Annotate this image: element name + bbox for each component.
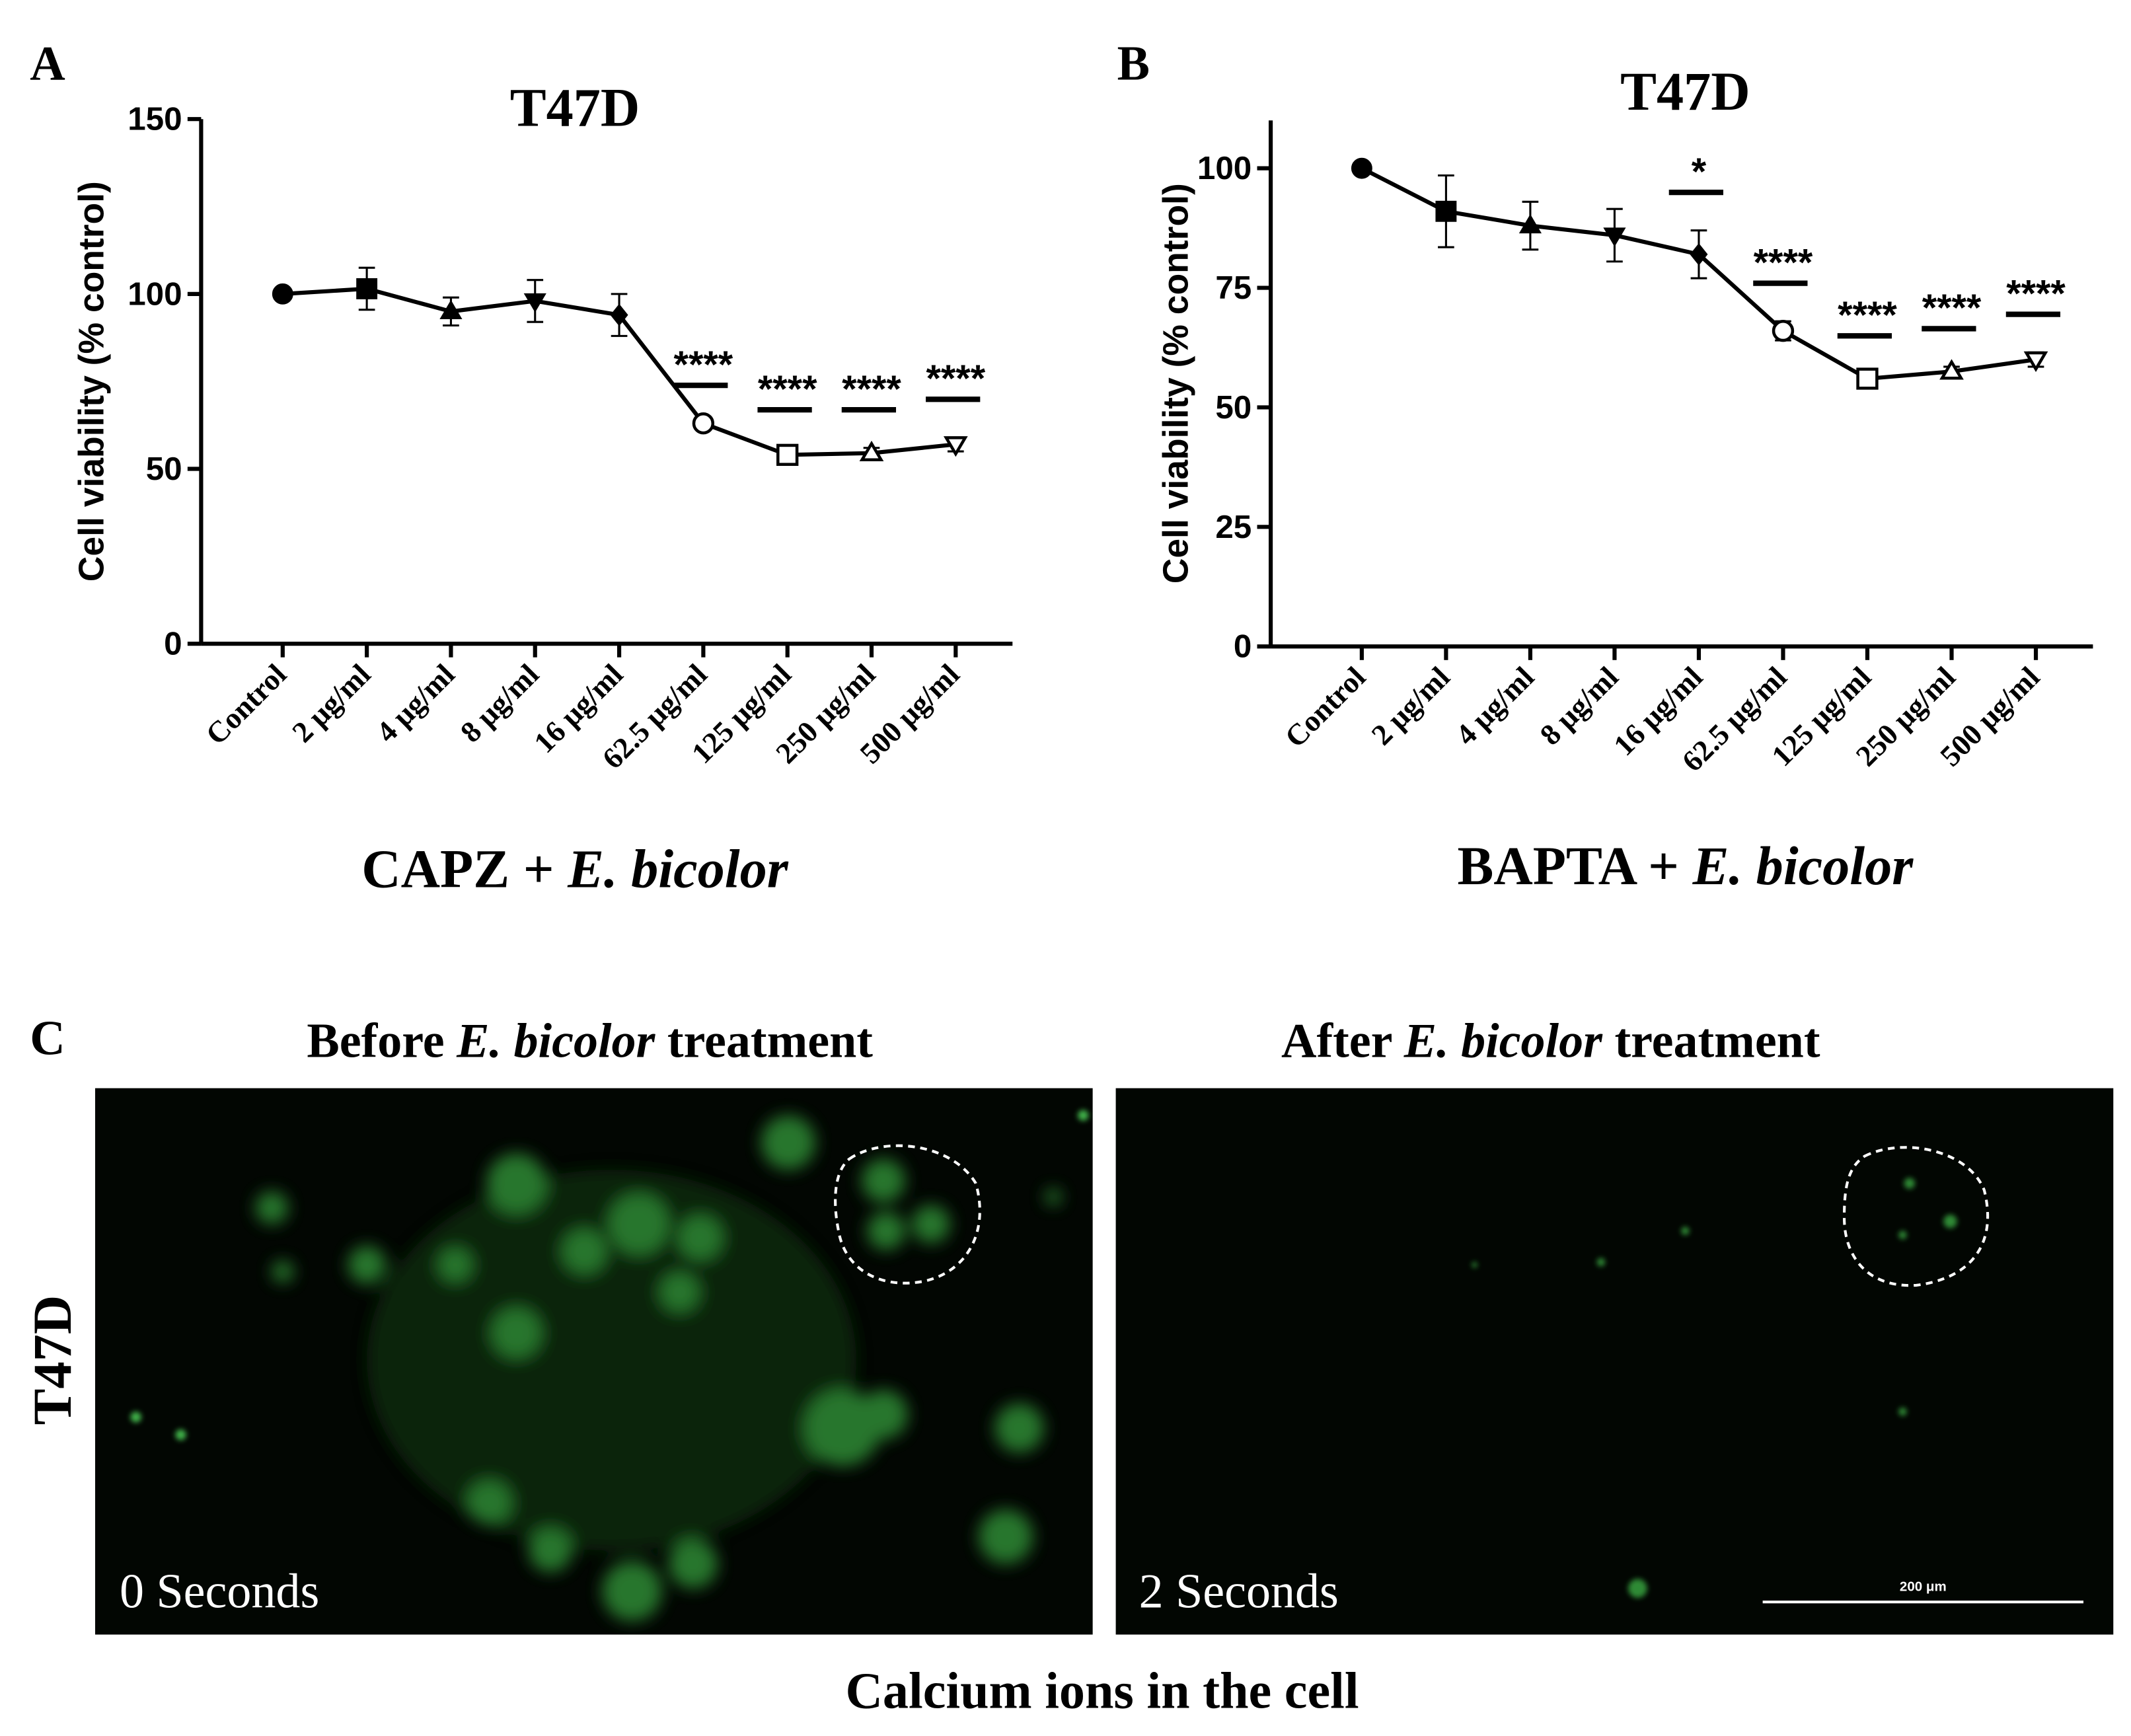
x-axis-label-part: E. bicolor xyxy=(1692,836,1914,896)
data-point xyxy=(2023,351,2048,372)
data-point xyxy=(523,293,546,313)
x-tick-label: 4 μg/ml xyxy=(1449,660,1540,751)
panel-letter: A xyxy=(30,37,65,91)
data-point xyxy=(1603,227,1626,247)
y-tick-label: 0 xyxy=(164,626,182,662)
data-point xyxy=(692,412,715,435)
y-tick-label: 100 xyxy=(1197,150,1252,186)
x-tick-label: 2 μg/ml xyxy=(286,658,377,749)
data-point xyxy=(1518,214,1542,234)
x-tick-label: Control xyxy=(1279,660,1372,753)
panel-letter: C xyxy=(30,1011,65,1065)
data-point xyxy=(943,436,968,457)
data-point xyxy=(776,443,799,466)
data-point xyxy=(610,303,628,326)
y-axis-label: Cell viability (% control) xyxy=(72,181,111,582)
y-tick-label: 100 xyxy=(128,276,182,312)
title-part: E. bicolor xyxy=(456,1014,655,1068)
x-axis-label-part: CAPZ + xyxy=(361,839,568,899)
significance-label: **** xyxy=(758,368,817,410)
title-part: E. bicolor xyxy=(1403,1014,1603,1068)
y-tick-label: 75 xyxy=(1215,270,1252,306)
y-tick-label: 0 xyxy=(1234,628,1252,665)
image-title: After E. bicolor treatment xyxy=(1281,1014,1820,1068)
x-axis-label-part: E. bicolor xyxy=(567,839,789,899)
significance-label: **** xyxy=(1922,287,1982,329)
micrograph-before xyxy=(94,1088,1093,1635)
caption: Calcium ions in the cell xyxy=(846,1662,1359,1719)
x-tick-label: 4 μg/ml xyxy=(370,658,461,749)
time-label: 2 Seconds xyxy=(1139,1564,1339,1618)
chart-title: T47D xyxy=(510,78,640,138)
data-point xyxy=(356,278,378,299)
panel-letter: B xyxy=(1117,37,1150,91)
x-axis-label-part: BAPTA + xyxy=(1457,836,1692,896)
y-tick-label: 50 xyxy=(1215,389,1252,426)
title-part: treatment xyxy=(655,1014,873,1068)
time-label: 0 Seconds xyxy=(120,1564,319,1618)
micrograph-after xyxy=(1115,1088,2114,1635)
row-label: T47D xyxy=(22,1295,83,1425)
data-point xyxy=(439,299,463,319)
chart-title: T47D xyxy=(1620,61,1750,122)
y-tick-label: 25 xyxy=(1215,509,1252,545)
data-point xyxy=(1939,359,1964,380)
significance-label: **** xyxy=(926,358,985,400)
significance-label: **** xyxy=(2006,272,2066,315)
significance-label: **** xyxy=(1838,294,1897,336)
title-part: After xyxy=(1281,1014,1404,1068)
y-axis-label: Cell viability (% control) xyxy=(1157,183,1196,584)
data-point xyxy=(1351,157,1372,179)
x-tick-label: 2 μg/ml xyxy=(1365,660,1456,751)
y-tick-label: 150 xyxy=(128,101,182,137)
significance-label: **** xyxy=(842,368,901,410)
significance-label: **** xyxy=(674,344,733,386)
y-tick-label: 50 xyxy=(146,451,182,487)
data-point xyxy=(859,440,884,462)
data-point xyxy=(1856,367,1879,390)
image-title: Before E. bicolor treatment xyxy=(307,1014,873,1068)
data-point xyxy=(272,283,293,305)
x-tick-label: Control xyxy=(200,658,293,751)
x-axis-label: BAPTA + E. bicolor xyxy=(1457,836,1914,896)
x-axis-label: CAPZ + E. bicolor xyxy=(361,839,789,899)
title-part: treatment xyxy=(1602,1014,1820,1068)
data-point xyxy=(1435,200,1457,222)
data-point xyxy=(1690,243,1708,266)
significance-label: **** xyxy=(1754,241,1813,283)
title-part: Before xyxy=(307,1014,457,1068)
significance-label: * xyxy=(1692,151,1707,193)
scale-bar-label: 200 μm xyxy=(1900,1579,1947,1595)
data-point xyxy=(1772,320,1795,342)
